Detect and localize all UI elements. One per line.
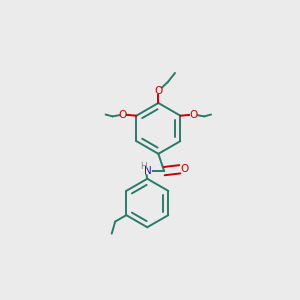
Bar: [141, 164, 146, 168]
Bar: [155, 88, 162, 94]
Text: O: O: [154, 86, 163, 96]
Bar: [190, 112, 197, 117]
Text: O: O: [181, 164, 189, 174]
Text: N: N: [144, 166, 152, 176]
Bar: [119, 112, 126, 117]
Text: O: O: [190, 110, 198, 119]
Text: H: H: [140, 162, 147, 171]
Bar: [145, 168, 152, 174]
Bar: [181, 166, 189, 172]
Text: O: O: [119, 110, 127, 119]
